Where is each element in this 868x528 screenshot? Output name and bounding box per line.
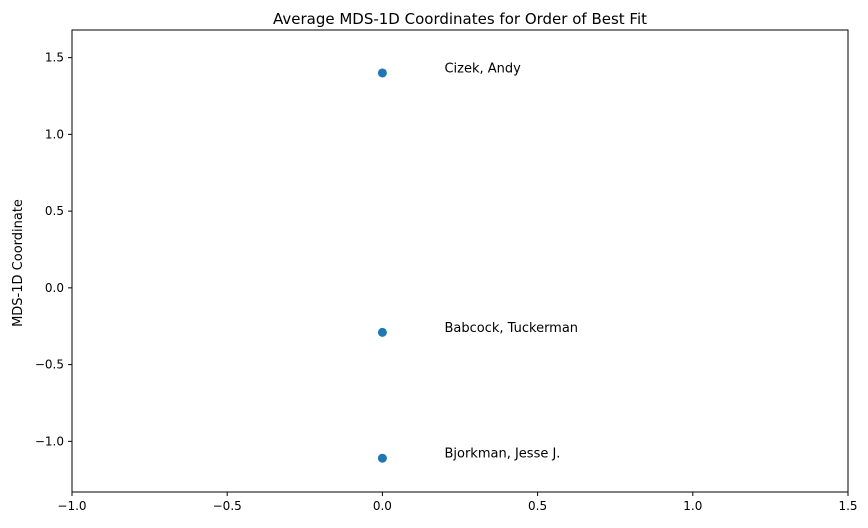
- plot-area: −1.0 −0.5 0.0 0.5 1.0 1.5 −1.0 −0.5 0.0 0.5 1.0 1.5…: [35, 51, 858, 513]
- chart-title: Average MDS-1D Coordinates for Order of …: [273, 10, 647, 28]
- x-tick-label: −1.0: [57, 499, 86, 513]
- point-label: Cizek, Andy: [444, 61, 521, 76]
- x-tick-label: 1.0: [683, 499, 702, 513]
- data-point: [377, 68, 387, 78]
- x-tick-label: 0.0: [373, 499, 392, 513]
- y-tick-label: 0.0: [45, 281, 64, 295]
- y-tick-label: 1.5: [45, 51, 64, 65]
- x-tick-label: 0.5: [528, 499, 547, 513]
- x-tick-label: −0.5: [213, 499, 242, 513]
- data-point: [377, 453, 387, 463]
- y-axis-label: MDS-1D Coordinate: [11, 199, 26, 327]
- point-label: Babcock, Tuckerman: [444, 321, 578, 336]
- y-tick-label: −1.0: [35, 434, 64, 448]
- x-tick-label: 1.5: [838, 499, 857, 513]
- y-tick-label: 0.5: [45, 204, 64, 218]
- y-tick-label: −0.5: [35, 358, 64, 372]
- y-tick-label: 1.0: [45, 127, 64, 141]
- plot-frame: [71, 29, 849, 493]
- data-point: [377, 327, 387, 337]
- point-label: Bjorkman, Jesse J.: [444, 447, 560, 462]
